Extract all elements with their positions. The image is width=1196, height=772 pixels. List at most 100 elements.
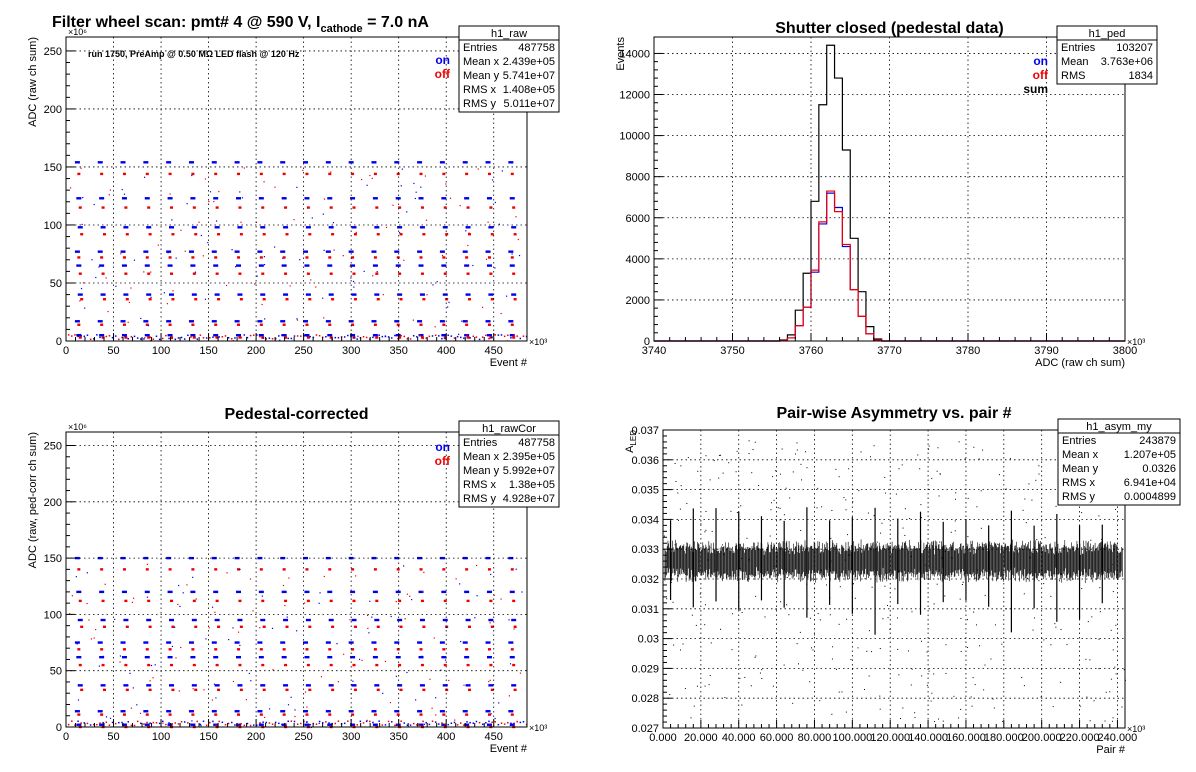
- point-off: [467, 233, 471, 236]
- point-on: [257, 320, 263, 323]
- point-base: [111, 721, 114, 724]
- point-stray: [290, 696, 292, 698]
- stray-point: [904, 508, 906, 510]
- point-on: [327, 333, 333, 337]
- point-base: [99, 336, 101, 339]
- point-stray: [98, 665, 101, 667]
- point-on: [120, 161, 126, 164]
- point-on: [328, 684, 334, 687]
- stray-point: [830, 560, 832, 562]
- y-tick-label: 0.031: [631, 604, 659, 616]
- point-on: [395, 590, 401, 594]
- point-stray: [109, 717, 112, 719]
- stats-box: [1056, 25, 1158, 85]
- point-on: [394, 641, 400, 644]
- point-on: [304, 723, 310, 726]
- point-off: [331, 688, 335, 692]
- stray-point: [954, 530, 956, 532]
- point-stray: [306, 706, 308, 708]
- point-off: [466, 206, 470, 209]
- stray-point: [764, 616, 766, 618]
- point-stray: [218, 190, 220, 193]
- point-off: [375, 206, 379, 209]
- stray-point: [796, 643, 798, 645]
- point-base: [475, 336, 478, 338]
- point-stray: [283, 197, 285, 199]
- point-off: [262, 298, 266, 301]
- point-off: [238, 206, 242, 209]
- point-base: [507, 721, 509, 724]
- y-tick-label: 0.033: [631, 544, 659, 556]
- point-base: [190, 336, 192, 338]
- point-stray: [88, 619, 90, 621]
- point-stray: [421, 655, 423, 657]
- point-base: [394, 334, 396, 337]
- point-stray: [296, 186, 298, 188]
- point-on: [394, 710, 400, 713]
- point-stray: [432, 284, 434, 286]
- point-stray: [323, 198, 326, 200]
- point-stray: [494, 717, 496, 720]
- point-base: [296, 335, 299, 337]
- point-base: [224, 723, 227, 726]
- x-tick-label: 0.000: [649, 732, 677, 744]
- point-on: [167, 655, 173, 659]
- point-base: [425, 337, 427, 339]
- point-base: [315, 334, 318, 336]
- stray-point: [811, 647, 813, 649]
- point-off: [351, 172, 355, 176]
- point-stray: [105, 277, 107, 279]
- point-base: [438, 335, 440, 337]
- point-on: [283, 618, 289, 622]
- point-off: [419, 648, 423, 651]
- point-on: [120, 556, 126, 560]
- point-on: [305, 618, 311, 622]
- point-base: [274, 721, 277, 724]
- point-stray: [444, 659, 447, 661]
- stray-point: [1036, 573, 1038, 575]
- point-base: [481, 723, 484, 726]
- point-off: [101, 206, 105, 209]
- point-on: [303, 710, 309, 713]
- point-base: [318, 334, 321, 337]
- point-stray: [490, 713, 492, 715]
- point-stray: [152, 677, 154, 679]
- stray-point: [898, 468, 900, 470]
- point-on: [74, 161, 80, 164]
- point-on: [258, 723, 264, 726]
- point-stray: [423, 723, 426, 725]
- stray-point: [678, 547, 680, 549]
- stray-point: [797, 663, 799, 665]
- chart-title: Pedestal-corrected: [224, 406, 368, 423]
- point-base: [485, 722, 487, 724]
- point-off: [487, 323, 491, 326]
- point-off: [490, 298, 494, 301]
- point-off: [124, 206, 128, 209]
- stray-point: [680, 465, 682, 467]
- point-off: [168, 323, 172, 326]
- point-on: [188, 320, 194, 323]
- point-off: [168, 568, 172, 571]
- point-stray: [243, 167, 246, 169]
- point-on: [280, 641, 286, 644]
- point-off: [328, 713, 332, 716]
- stray-point: [919, 468, 921, 470]
- stray-point: [1079, 705, 1081, 707]
- point-off: [467, 298, 471, 301]
- point-stray: [119, 655, 121, 657]
- point-off: [376, 688, 380, 692]
- chart-asym: 0.000 20.000 40.000 60.000 80.000 100.000120.…: [624, 405, 1181, 756]
- stray-point: [887, 617, 889, 619]
- point-on: [166, 161, 172, 164]
- point-on: [486, 590, 492, 594]
- stray-point: [710, 642, 712, 644]
- point-stray: [513, 628, 515, 630]
- point-off: [487, 256, 491, 259]
- point-base: [450, 722, 453, 724]
- point-on: [257, 641, 263, 644]
- stray-point: [909, 517, 911, 519]
- point-off: [420, 663, 424, 667]
- point-on: [74, 556, 80, 560]
- point-stray: [79, 300, 81, 302]
- point-on: [397, 618, 403, 622]
